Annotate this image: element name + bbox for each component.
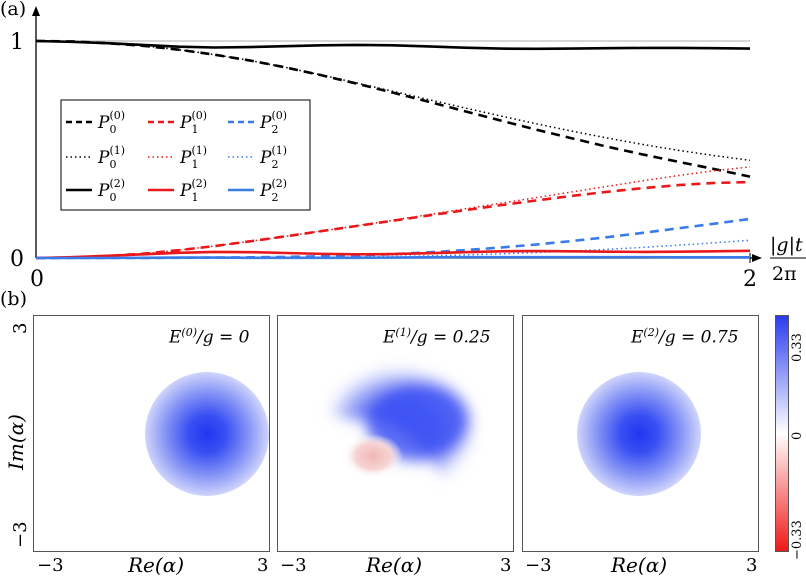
heatmap-1-x-tick-right: 3 xyxy=(257,555,269,576)
x-tick-2: 2 xyxy=(743,267,757,292)
heatmap-y-tick-top: 3 xyxy=(10,322,31,334)
heatmap-3-x-tick-left: −3 xyxy=(525,555,552,576)
heatmap-1-x-tick-left: −3 xyxy=(37,555,64,576)
panel-3-title: E(2)/g = 0.75 xyxy=(631,326,739,348)
panel-a-label: (a) xyxy=(0,0,27,20)
colorbar-tick-zero: 0 xyxy=(790,431,805,440)
panel-2-title: E(1)/g = 0.25 xyxy=(383,326,491,348)
y-axis-arrow xyxy=(32,6,40,16)
heatmap-1-x-label: Re(α) xyxy=(128,553,185,577)
colorbar-tick-max: 0.33 xyxy=(790,333,805,362)
x-axis-label-num: |g|t xyxy=(770,234,803,256)
x-axis-label-den: 2π xyxy=(772,263,797,285)
y-tick-1: 1 xyxy=(10,30,24,55)
heatmap-y-tick-bottom: −3 xyxy=(10,521,31,548)
colorbar-tick-min: −0.33 xyxy=(790,520,805,560)
heatmap-2-x-tick-left: −3 xyxy=(280,555,307,576)
line-chart: 1 0 0 2 |g|t 2π P0(0) P1(0) P2(0)P0(1) P1(1… xyxy=(10,6,806,292)
x-axis-arrow xyxy=(752,254,762,262)
series-line-1-2 xyxy=(35,249,751,260)
density-crescent xyxy=(318,362,481,496)
heatmap-2-x-tick-right: 3 xyxy=(500,555,512,576)
colorbar xyxy=(775,315,789,552)
series-line-0-1 xyxy=(35,40,751,162)
series-line-0-0 xyxy=(35,39,751,178)
heatmap-panel-1: E(0)/g = 0 xyxy=(33,315,270,552)
series-line-2-2 xyxy=(36,255,750,260)
panel-b-label: (b) xyxy=(0,288,27,310)
heatmap-panel-3: E(2)/g = 0.75 xyxy=(522,315,759,552)
heatmap-3-x-tick-right: 3 xyxy=(746,555,758,576)
heatmap-panel-2: E(1)/g = 0.25 xyxy=(277,315,514,552)
legend: P0(0) P1(0) P2(0)P0(1) P1(1) P2(1)P0(2) P1(2)… xyxy=(60,99,311,211)
y-axis-label: Im(α) xyxy=(4,414,28,470)
legend-label-0-1: P0(1) xyxy=(97,144,125,171)
series-group xyxy=(35,39,751,260)
density-blob xyxy=(577,372,701,496)
series-line-2-1 xyxy=(36,239,751,259)
density-blob xyxy=(145,372,269,496)
legend-box xyxy=(60,99,311,211)
heatmap-3-x-label: Re(α) xyxy=(611,553,668,577)
heatmap-2-x-label: Re(α) xyxy=(366,553,423,577)
x-tick-0: 0 xyxy=(30,267,44,292)
series-line-0-2 xyxy=(35,39,751,51)
panel-1-title: E(0)/g = 0 xyxy=(169,326,250,348)
y-tick-0: 0 xyxy=(10,247,24,272)
